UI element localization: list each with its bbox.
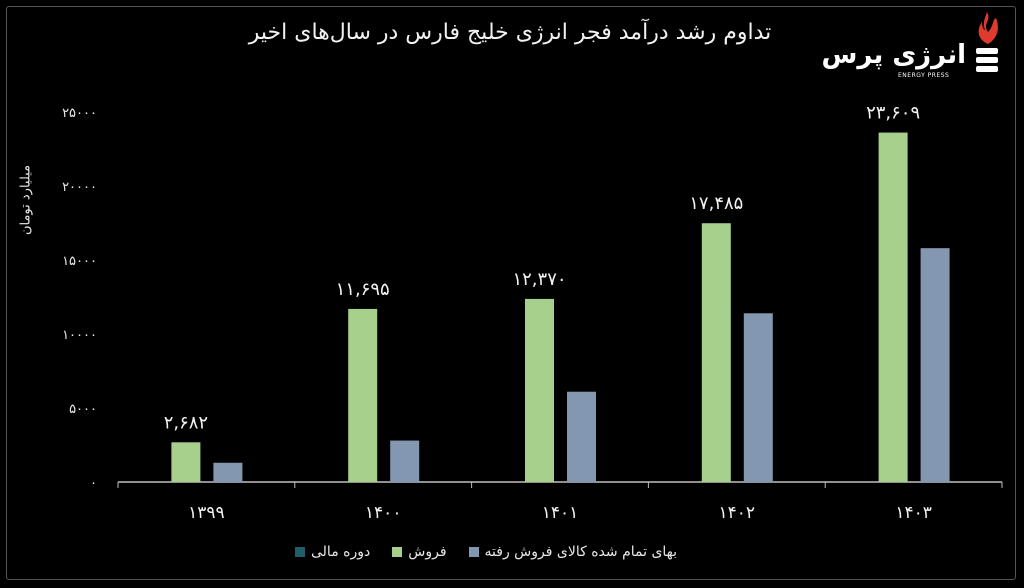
- logo-text: انرژی پرس: [821, 40, 967, 70]
- legend-label-period: دوره مالی: [311, 544, 371, 560]
- bar-sales: [171, 442, 201, 482]
- bar-sales: [878, 132, 908, 483]
- legend: دوره مالی فروش بهای تمام شده کالای فروش …: [295, 544, 677, 560]
- legend-label-cogs: بهای تمام شده کالای فروش رفته: [484, 544, 678, 560]
- chart-title: تداوم رشد درآمد فجر انرژی خلیج فارس در س…: [248, 20, 772, 45]
- logo-subtitle: ENERGY PRESS: [898, 72, 950, 79]
- energy-press-logo: انرژی پرس ENERGY PRESS: [821, 10, 1008, 80]
- y-tick-label: ۱۵۰۰۰: [62, 254, 97, 269]
- legend-label-sales: فروش: [408, 544, 447, 560]
- chart-frame: [6, 6, 1016, 580]
- bar-sales: [525, 298, 554, 482]
- legend-swatch-sales: [392, 547, 403, 557]
- bar-cogs: [213, 462, 243, 482]
- bar-cogs: [743, 313, 773, 482]
- x-tick-label: ۱۴۰۲: [719, 503, 756, 523]
- data-label-sales: ۱۱,۶۹۵: [336, 279, 390, 300]
- legend-swatch-cogs: [468, 547, 479, 557]
- bar-cogs: [920, 248, 950, 482]
- legend-swatch-period: [295, 547, 305, 557]
- bar-cogs: [390, 440, 420, 482]
- data-label-sales: ۲۳,۶۰۹: [866, 103, 920, 124]
- bar-sales: [348, 308, 378, 482]
- y-tick-label: ۰: [90, 476, 97, 491]
- y-tick-label: ۱۰۰۰۰: [62, 328, 97, 343]
- legend-item-period: دوره مالی: [295, 544, 370, 560]
- data-label-sales: ۲,۶۸۲: [164, 412, 208, 433]
- data-label-sales: ۱۲,۳۷۰: [512, 269, 566, 290]
- y-tick-label: ۲۵۰۰۰: [62, 106, 97, 121]
- x-tick-label: ۱۴۰۰: [365, 503, 402, 523]
- y-tick-label: ۵۰۰۰: [69, 402, 97, 417]
- x-tick-label: ۱۴۰۱: [542, 503, 579, 523]
- legend-item-sales: فروش: [392, 544, 447, 560]
- x-tick-label: ۱۳۹۹: [188, 503, 225, 523]
- data-label-sales: ۱۷,۴۸۵: [689, 193, 743, 214]
- y-tick-label: ۲۰۰۰۰: [62, 180, 97, 195]
- x-tick-label: ۱۴۰۳: [895, 503, 932, 523]
- legend-item-cogs: بهای تمام شده کالای فروش رفته: [468, 544, 678, 560]
- flame-icon: [976, 12, 998, 72]
- bar-cogs: [567, 391, 596, 482]
- bar-sales: [701, 223, 731, 483]
